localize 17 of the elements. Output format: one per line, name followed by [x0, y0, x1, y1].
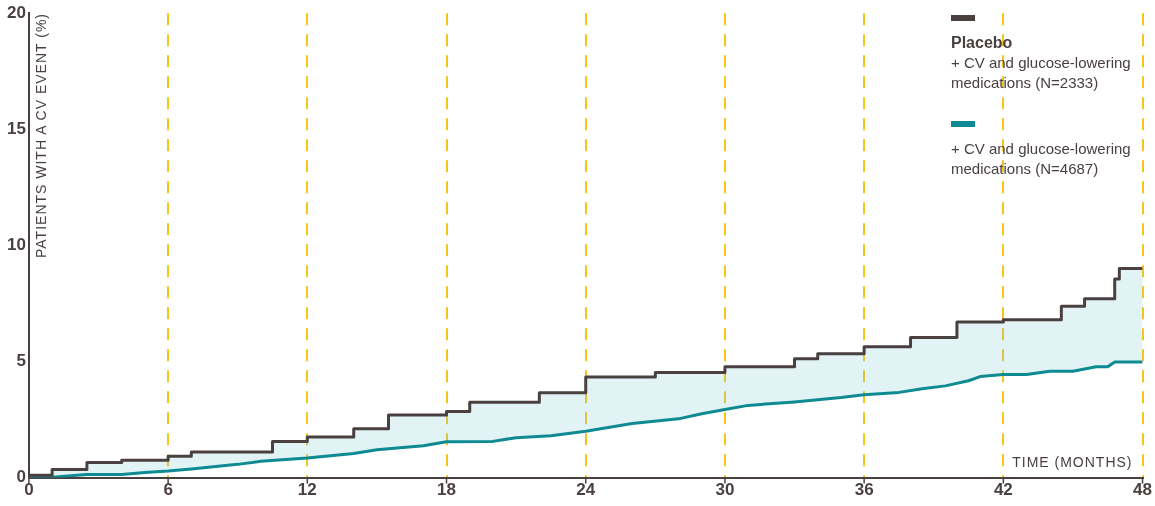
x-tick-label: 48 [1133, 480, 1153, 500]
x-tick-label: 42 [993, 480, 1013, 500]
y-tick-label: 0 [16, 467, 26, 487]
x-tick-label: 6 [163, 480, 173, 500]
y-tick-label: 5 [16, 351, 26, 371]
x-tick-label: 24 [576, 480, 596, 500]
y-tick-label: 20 [6, 2, 26, 22]
y-axis-title: PATIENTS WITH A CV EVENT (%) [32, 13, 49, 259]
x-tick-label: 18 [437, 480, 456, 500]
legend-label: Placebo [951, 33, 1014, 54]
x-tick-label: 30 [715, 480, 735, 500]
annotation: + CV and glucose-lowering medications (N=4687) [951, 139, 1132, 180]
x-tick-label: 36 [854, 480, 874, 500]
y-tick-label: 15 [6, 118, 26, 138]
y-tick-label: 10 [6, 235, 26, 255]
x-tick-label: 12 [297, 480, 317, 500]
x-axis-title: TIME (MONTHS) [1012, 453, 1133, 470]
